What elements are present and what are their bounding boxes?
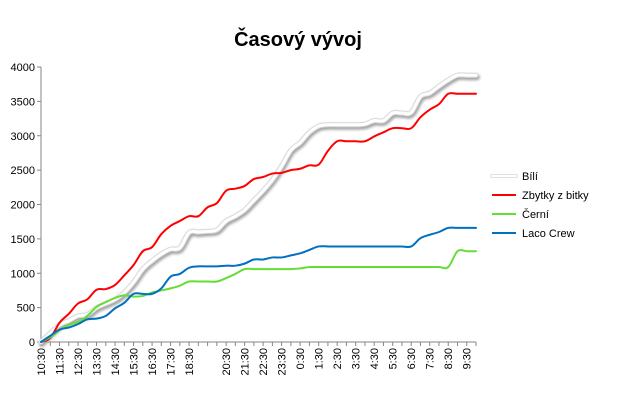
x-tick-label: 21:30 xyxy=(240,348,252,376)
x-tick-label: 23:30 xyxy=(277,348,289,376)
x-tick-label: 22:30 xyxy=(258,348,270,376)
x-tick-label: 3:30 xyxy=(351,348,363,369)
x-tick-label: 12:30 xyxy=(73,348,85,376)
legend-label-1: Bílí xyxy=(522,171,538,183)
legend: Bílí Zbytky z bitky Černí Laco Crew xyxy=(490,171,589,240)
chart-title: Časový vývoj xyxy=(234,27,362,51)
x-tick-label: 6:30 xyxy=(406,348,418,369)
x-tick-label: 11:30 xyxy=(55,348,67,375)
series-lines xyxy=(38,72,480,347)
y-tick-label: 1000 xyxy=(11,268,35,280)
series-line-3 xyxy=(40,248,477,343)
axes: 0 500 1000 1500 2000 2500 3000 3500 4000 10:30 11:… xyxy=(11,62,477,376)
y-tick-label: 1500 xyxy=(11,234,35,246)
legend-label-3: Černí xyxy=(522,208,549,221)
y-tick-label: 2500 xyxy=(11,165,35,177)
series-line-1 xyxy=(39,73,478,344)
x-tick-label: 9:30 xyxy=(462,348,474,369)
y-tick-label: 0 xyxy=(29,337,35,349)
x-tick-label: 18:30 xyxy=(184,348,196,376)
x-tick-label: 17:30 xyxy=(166,348,178,376)
x-tick-label: 4:30 xyxy=(369,348,381,369)
y-tick-label: 3500 xyxy=(11,96,35,108)
legend-label-4: Laco Crew xyxy=(522,228,575,240)
y-tick-label: 2000 xyxy=(11,200,35,212)
x-tick-label: 10:30 xyxy=(36,348,48,376)
legend-label-2: Zbytky z bitky xyxy=(522,190,589,202)
series-line-4 xyxy=(40,226,477,343)
y-tick-label: 3000 xyxy=(11,131,35,143)
x-tick-label: 16:30 xyxy=(147,348,159,376)
x-tick-label: 14:30 xyxy=(110,348,122,376)
y-tick-label: 4000 xyxy=(11,62,35,74)
series-line-2 xyxy=(40,91,477,343)
x-tick-label: 8:30 xyxy=(443,348,455,369)
x-tick-label: 2:30 xyxy=(332,348,344,369)
x-tick-label: 5:30 xyxy=(388,348,400,369)
x-tick-label: 20:30 xyxy=(221,348,233,376)
x-tick-label: 15:30 xyxy=(129,348,141,376)
x-tick-label: 1:30 xyxy=(314,348,326,369)
y-tick-label: 500 xyxy=(17,303,35,315)
x-tick-label: 7:30 xyxy=(425,348,437,369)
x-tick-label: 13:30 xyxy=(92,348,104,376)
x-tick-label: 0:30 xyxy=(295,348,307,369)
